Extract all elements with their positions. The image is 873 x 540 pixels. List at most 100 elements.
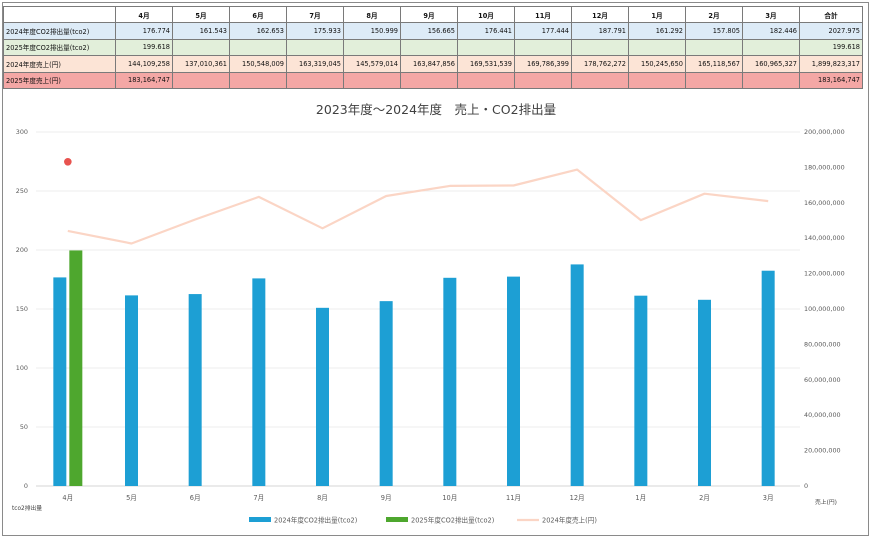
table-cell — [685, 38, 743, 57]
table-cell — [457, 38, 515, 57]
column-header: 1月 — [628, 5, 686, 24]
table-cell: 2027.975 — [799, 22, 863, 40]
x-tick-label: 10月 — [442, 494, 457, 502]
table-cell: 175.933 — [286, 22, 344, 40]
left-tick-label: 150 — [16, 305, 28, 313]
column-header: 9月 — [400, 5, 458, 24]
table-cell — [172, 38, 230, 57]
x-tick-label: 5月 — [126, 494, 137, 502]
table-cell — [400, 71, 458, 89]
table-cell: 161.292 — [628, 22, 686, 40]
x-tick-label: 8月 — [317, 494, 328, 502]
table-cell: 169,531,539 — [457, 55, 515, 73]
table-cell — [343, 38, 401, 57]
table-cell: 157.805 — [685, 22, 743, 40]
bar-co2-2024 — [443, 277, 457, 486]
x-tick-label: 4月 — [62, 494, 73, 502]
table-cell: 163,319,045 — [286, 55, 344, 73]
table-cell — [457, 71, 515, 89]
data-table: 4月 5月 6月 7月 8月 9月 10月 11月 12月 1月 2月 3月 合計 2024年度CO2排出… — [3, 5, 863, 89]
table-cell — [343, 71, 401, 89]
right-tick-label: 180,000,000 — [804, 163, 845, 171]
right-tick-label: 160,000,000 — [804, 199, 845, 207]
bars — [53, 250, 775, 486]
table-row: 2024年度CO2排出量(tco2) 176.774 161.543 162.653 1… — [3, 22, 863, 40]
bar-co2-2024 — [570, 264, 584, 486]
table-cell: 199.618 — [799, 38, 863, 57]
table-cell: 150,245,650 — [628, 55, 686, 73]
table-cell — [514, 71, 572, 89]
table-cell: 162.653 — [229, 22, 287, 40]
table-cell: 1,899,823,317 — [799, 55, 863, 73]
column-header: 11月 — [514, 5, 572, 24]
bar-co2-2025 — [69, 250, 83, 486]
bar-co2-2024 — [761, 270, 775, 486]
table-cell — [571, 71, 629, 89]
table-cell: 150.999 — [343, 22, 401, 40]
bar-co2-2024 — [698, 299, 711, 486]
row-label: 2024年度売上(円) — [3, 55, 116, 73]
column-header: 合計 — [799, 5, 863, 24]
table-cell — [286, 71, 344, 89]
legend-label: 2024年度CO2排出量(tco2) — [274, 516, 357, 525]
table-cell: 137,010,361 — [172, 55, 230, 73]
x-tick-label: 12月 — [570, 494, 585, 502]
table-cell: 187.791 — [571, 22, 629, 40]
x-tick-label: 7月 — [253, 494, 264, 502]
x-tick-label: 9月 — [381, 494, 392, 502]
bar-co2-2024 — [379, 301, 393, 486]
table-cell — [628, 71, 686, 89]
table-header-row: 4月 5月 6月 7月 8月 9月 10月 11月 12月 1月 2月 3月 合計 — [3, 5, 863, 24]
column-header: 8月 — [343, 5, 401, 24]
bar-co2-2024 — [188, 294, 202, 486]
lines — [64, 157, 769, 245]
left-tick-label: 50 — [20, 423, 28, 431]
gridlines — [36, 131, 800, 487]
column-header: 4月 — [115, 5, 173, 24]
right-axis: 0 20,000,000 40,000,000 60,000,000 80,000,00… — [804, 128, 845, 490]
bar-co2-2024 — [252, 278, 266, 486]
left-tick-label: 250 — [16, 187, 28, 195]
table-cell: 199.618 — [115, 38, 173, 57]
column-header: 3月 — [742, 5, 800, 24]
table-cell: 177.444 — [514, 22, 572, 40]
left-axis-label: tco2排出量 — [12, 504, 42, 512]
column-header: 12月 — [571, 5, 629, 24]
x-axis: 4月 5月 6月 7月 8月 9月 10月 11月 12月 1月 2月 3月 — [62, 494, 773, 502]
legend-swatch — [386, 517, 408, 522]
right-tick-label: 40,000,000 — [804, 411, 841, 419]
table-row: 2025年度売上(円) 183,164,747 183,164,747 — [3, 71, 863, 89]
table-cell: 182.446 — [742, 22, 800, 40]
table-cell — [229, 38, 287, 57]
table-cell — [172, 71, 230, 89]
table-cell — [229, 71, 287, 89]
legend-swatch — [249, 517, 271, 522]
table-cell: 169,786,399 — [514, 55, 572, 73]
row-label: 2025年度CO2排出量(tco2) — [3, 38, 116, 57]
table-cell — [628, 38, 686, 57]
bar-co2-2024 — [53, 277, 67, 486]
table-cell: 144,109,258 — [115, 55, 173, 73]
x-tick-label: 2月 — [699, 494, 710, 502]
table-cell — [400, 38, 458, 57]
right-tick-label: 200,000,000 — [804, 128, 845, 136]
column-header: 2月 — [685, 5, 743, 24]
table-cell: 150,548,009 — [229, 55, 287, 73]
table-cell — [514, 38, 572, 57]
chart: 2023年度～2024年度 売上・CO2排出量 0 50 100 150 200 250 3… — [12, 102, 845, 525]
legend: 2024年度CO2排出量(tco2) 2025年度CO2排出量(tco2) 2024… — [249, 516, 597, 525]
table-cell — [742, 71, 800, 89]
right-axis-label: 売上(円) — [815, 498, 837, 506]
left-axis: 0 50 100 150 200 250 300 — [16, 128, 28, 490]
x-tick-label: 6月 — [190, 494, 201, 502]
table-cell: 176.774 — [115, 22, 173, 40]
row-label: 2024年度CO2排出量(tco2) — [3, 22, 116, 40]
bar-co2-2024 — [507, 276, 520, 486]
right-tick-label: 20,000,000 — [804, 447, 841, 455]
right-tick-label: 60,000,000 — [804, 376, 841, 384]
table-cell: 161.543 — [172, 22, 230, 40]
column-header: 6月 — [229, 5, 287, 24]
table-row: 2025年度CO2排出量(tco2) 199.618 199.618 — [3, 38, 863, 57]
column-header: 5月 — [172, 5, 230, 24]
